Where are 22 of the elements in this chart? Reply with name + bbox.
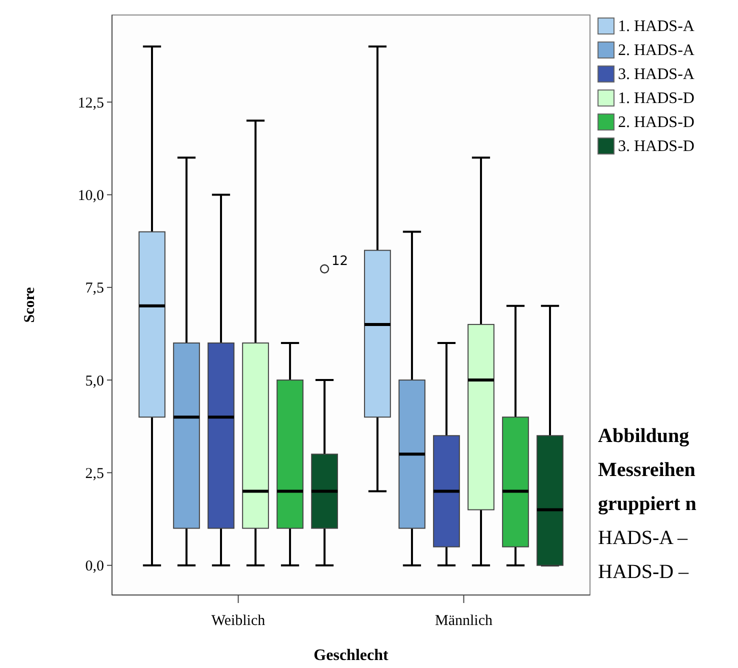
- text: Messreihen: [598, 459, 696, 481]
- annotation: 12: [332, 254, 348, 269]
- y-tick-label: 5,0: [85, 373, 104, 390]
- legend-label: 2. HADS-A: [618, 42, 695, 59]
- legend-label: 1. HADS-D: [618, 90, 694, 107]
- y-tick-label: 0,0: [85, 558, 104, 575]
- legend-label: 3. HADS-D: [618, 138, 694, 155]
- y-tick-label: 12,5: [78, 95, 104, 112]
- y-tick-label: 2,5: [85, 466, 104, 482]
- y-tick-label: 7,5: [85, 280, 104, 297]
- x-tick-label: Weiblich: [211, 613, 266, 629]
- legend-label: 3. HADS-A: [618, 66, 695, 83]
- legend-label: 1. HADS-A: [618, 18, 695, 35]
- text: gruppiert n: [598, 493, 696, 515]
- x-tick-label: Männlich: [434, 613, 493, 629]
- y-tick-label: 10,0: [78, 188, 104, 204]
- y-axis-title: Score: [22, 286, 38, 323]
- text: HADS-A –: [598, 527, 688, 549]
- text: HADS-D –: [598, 561, 690, 583]
- text: Abbildung: [598, 425, 690, 447]
- legend-label: 2. HADS-D: [618, 114, 694, 131]
- x-axis-title: Geschlecht: [314, 647, 389, 664]
